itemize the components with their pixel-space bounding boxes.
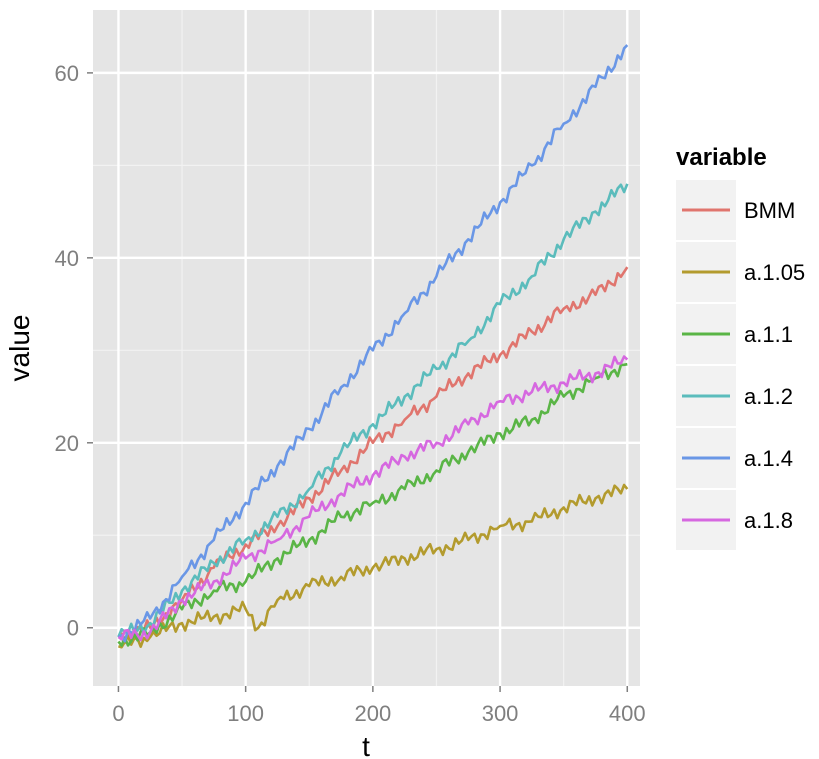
x-axis: 0 100 200 300 400	[112, 686, 646, 726]
legend-label: a.1.4	[744, 446, 793, 471]
legend-label: a.1.2	[744, 384, 793, 409]
legend: variable BMM a.1.05 a.1.1 a.1.2 a.1.4 a.1.8	[676, 144, 805, 550]
series-line-a.1.1	[117, 362, 628, 647]
legend-label: a.1.1	[744, 322, 793, 347]
x-tick-label: 400	[609, 701, 646, 726]
series-lines	[117, 44, 629, 649]
y-tick-label: 20	[55, 431, 79, 456]
y-tick-label: 60	[55, 61, 79, 86]
legend-item-a.1.2: a.1.2	[676, 366, 793, 426]
y-axis-title: value	[4, 315, 35, 382]
x-tick-label: 100	[227, 701, 264, 726]
legend-label: a.1.05	[744, 260, 805, 285]
series-line-a.1.05	[118, 483, 629, 649]
y-axis: 0 20 40 60	[55, 61, 93, 641]
x-tick-label: 200	[355, 701, 392, 726]
y-tick-label: 0	[67, 616, 79, 641]
legend-item-a.1.8: a.1.8	[676, 490, 793, 550]
legend-item-BMM: BMM	[676, 180, 795, 240]
legend-label: BMM	[744, 198, 795, 223]
series-line-a.1.4	[117, 44, 629, 643]
legend-item-a.1.4: a.1.4	[676, 428, 793, 488]
x-tick-label: 300	[482, 701, 519, 726]
legend-title: variable	[676, 144, 767, 171]
series-line-a.1.2	[117, 183, 629, 638]
x-tick-label: 0	[112, 701, 124, 726]
legend-label: a.1.8	[744, 508, 793, 533]
x-axis-title: t	[362, 731, 370, 759]
legend-item-a.1.05: a.1.05	[676, 242, 805, 302]
y-tick-label: 40	[55, 246, 79, 271]
series-line-a.1.8	[117, 355, 629, 642]
legend-item-a.1.1: a.1.1	[676, 304, 793, 364]
